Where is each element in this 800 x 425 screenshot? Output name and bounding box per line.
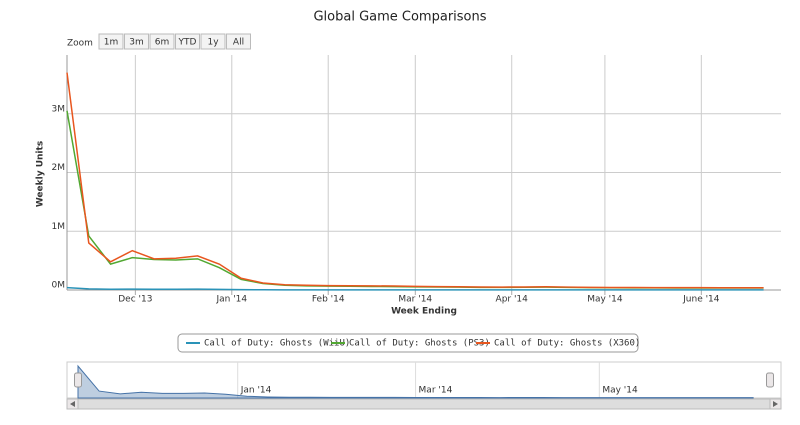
y-tick-label: 1M (52, 222, 66, 232)
x-tick-label: Apr '14 (496, 295, 529, 305)
x-tick-label: May '14 (587, 295, 623, 305)
zoom-button[interactable] (98, 33, 124, 50)
legend: Call of Duty: Ghosts (WiiU)Call of Duty:… (177, 333, 640, 353)
scrollbar-arrow (70, 401, 75, 407)
zoom-label: Zoom (67, 39, 93, 49)
x-tick-label: Feb '14 (312, 295, 345, 305)
x-tick-label: Jan '14 (215, 295, 247, 305)
x-tick-label: Dec '13 (118, 295, 152, 305)
legend-label[interactable]: Call of Duty: Ghosts (WiiU) (204, 339, 350, 349)
chart-title: Global Game Comparisons (313, 10, 486, 25)
navigator-tick-label: Jan '14 (240, 386, 272, 396)
zoom-button[interactable] (226, 33, 251, 50)
zoom-button-label[interactable]: 1m (104, 38, 119, 48)
legend-label[interactable]: Call of Duty: Ghosts (X360) (494, 339, 640, 349)
zoom-button[interactable] (175, 33, 200, 50)
navigator-handle[interactable] (74, 372, 82, 388)
zoom-button[interactable] (149, 33, 175, 50)
zoom-button-label[interactable]: 1y (207, 38, 219, 48)
y-tick-label: 0M (52, 281, 66, 291)
scrollbar-arrow (773, 401, 778, 407)
y-tick-label: 3M (52, 104, 66, 114)
navigator-tick-label: May '14 (602, 386, 638, 396)
zoom-button-label[interactable]: 3m (129, 38, 144, 48)
series-line (66, 72, 764, 289)
y-tick-label: 2M (52, 163, 66, 173)
scrollbar-thumb[interactable] (77, 398, 771, 410)
zoom-button[interactable] (200, 33, 226, 50)
x-tick-label: June '14 (682, 295, 720, 305)
legend-box (177, 333, 639, 353)
zoom-button-label[interactable]: 6m (155, 38, 170, 48)
series-line (66, 286, 764, 291)
x-axis-title: Week Ending (391, 307, 457, 317)
zoom-button-label[interactable]: YTD (178, 38, 197, 48)
x-tick-label: Mar '14 (398, 295, 432, 305)
zoom-button[interactable] (124, 33, 149, 50)
legend-label[interactable]: Call of Duty: Ghosts (PS3) (349, 339, 490, 349)
navigator-frame (66, 361, 782, 399)
navigator-area (77, 364, 754, 399)
y-axis-title: Weekly Units (36, 141, 46, 207)
navigator-handle[interactable] (766, 372, 774, 388)
navigator-tick-label: Mar '14 (419, 386, 453, 396)
zoom-button-label[interactable]: All (233, 38, 244, 48)
